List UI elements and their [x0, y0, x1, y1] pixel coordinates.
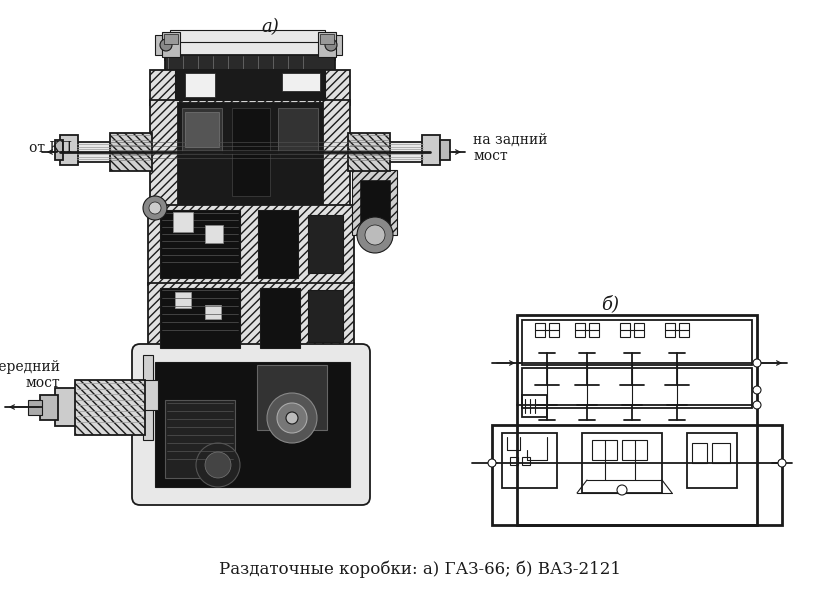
Bar — [665, 323, 675, 337]
Bar — [387, 142, 425, 162]
Bar — [75, 380, 145, 435]
Bar — [308, 215, 343, 273]
Circle shape — [753, 359, 761, 367]
Bar — [522, 457, 530, 465]
Bar — [160, 288, 240, 348]
Bar — [522, 368, 752, 408]
Bar — [75, 142, 113, 162]
Bar — [620, 323, 630, 337]
Text: от КП: от КП — [29, 141, 72, 155]
Circle shape — [753, 401, 761, 409]
Bar — [182, 108, 222, 153]
Bar — [155, 35, 177, 55]
Bar — [502, 433, 557, 488]
Bar — [589, 323, 599, 337]
Bar — [622, 440, 647, 460]
Bar — [40, 395, 58, 420]
Bar — [258, 210, 298, 278]
Bar — [150, 100, 180, 210]
Bar — [60, 135, 78, 165]
Bar — [712, 443, 730, 463]
Bar — [522, 395, 547, 417]
Bar — [592, 440, 617, 460]
Bar — [634, 323, 644, 337]
Bar — [517, 315, 757, 525]
Circle shape — [205, 452, 231, 478]
Bar — [150, 70, 350, 105]
Bar — [143, 380, 158, 410]
Bar — [55, 140, 63, 160]
Bar — [164, 34, 178, 44]
Bar — [320, 34, 334, 44]
Bar — [440, 140, 450, 160]
Circle shape — [286, 412, 298, 424]
Circle shape — [196, 443, 240, 487]
Bar — [352, 170, 397, 235]
Bar — [320, 35, 342, 55]
Bar — [55, 388, 77, 426]
Bar — [160, 210, 240, 278]
Bar — [575, 323, 585, 337]
Bar — [205, 305, 221, 319]
Circle shape — [267, 393, 317, 443]
Circle shape — [365, 225, 385, 245]
Circle shape — [277, 403, 307, 433]
FancyBboxPatch shape — [132, 344, 370, 505]
Bar — [170, 30, 325, 42]
Bar — [510, 457, 518, 465]
Bar — [178, 103, 323, 208]
Bar — [205, 225, 223, 243]
Bar — [162, 32, 180, 57]
Bar — [308, 290, 343, 342]
Bar — [165, 400, 235, 478]
Bar — [232, 108, 270, 196]
Circle shape — [617, 485, 627, 495]
Bar — [28, 400, 42, 415]
Text: б): б) — [601, 295, 619, 313]
Bar — [257, 365, 327, 430]
Bar — [535, 323, 545, 337]
Circle shape — [753, 386, 761, 394]
Circle shape — [325, 39, 337, 51]
Bar — [165, 55, 335, 70]
Bar — [522, 320, 752, 365]
Bar — [360, 180, 390, 225]
Circle shape — [143, 196, 167, 220]
Bar — [143, 355, 153, 440]
Bar — [422, 135, 440, 165]
Circle shape — [778, 459, 786, 467]
Circle shape — [149, 202, 161, 214]
Circle shape — [488, 459, 496, 467]
Bar — [348, 133, 390, 171]
Bar — [260, 288, 300, 348]
Bar — [492, 425, 782, 525]
Bar — [185, 73, 215, 97]
Bar — [155, 362, 350, 487]
Bar — [318, 32, 336, 57]
Bar — [692, 443, 707, 463]
Text: Раздаточные коробки: а) ГАЗ-66; б) ВАЗ-2121: Раздаточные коробки: а) ГАЗ-66; б) ВАЗ-2… — [219, 560, 621, 578]
Text: на передний
мост: на передний мост — [0, 360, 60, 390]
Bar — [282, 73, 320, 91]
Bar — [175, 70, 325, 100]
Bar — [175, 292, 191, 308]
Bar — [148, 205, 354, 285]
Bar — [110, 133, 152, 171]
Text: на задний
мост: на задний мост — [473, 133, 548, 163]
Bar — [185, 112, 219, 147]
Bar — [148, 283, 354, 355]
Circle shape — [160, 39, 172, 51]
Circle shape — [357, 217, 393, 253]
Bar — [278, 108, 318, 153]
Bar — [173, 212, 193, 232]
Text: а): а) — [261, 18, 279, 36]
Bar — [549, 323, 559, 337]
Bar — [320, 100, 350, 210]
Bar — [582, 433, 662, 493]
Bar — [165, 38, 335, 60]
Bar — [679, 323, 689, 337]
Bar — [687, 433, 737, 488]
